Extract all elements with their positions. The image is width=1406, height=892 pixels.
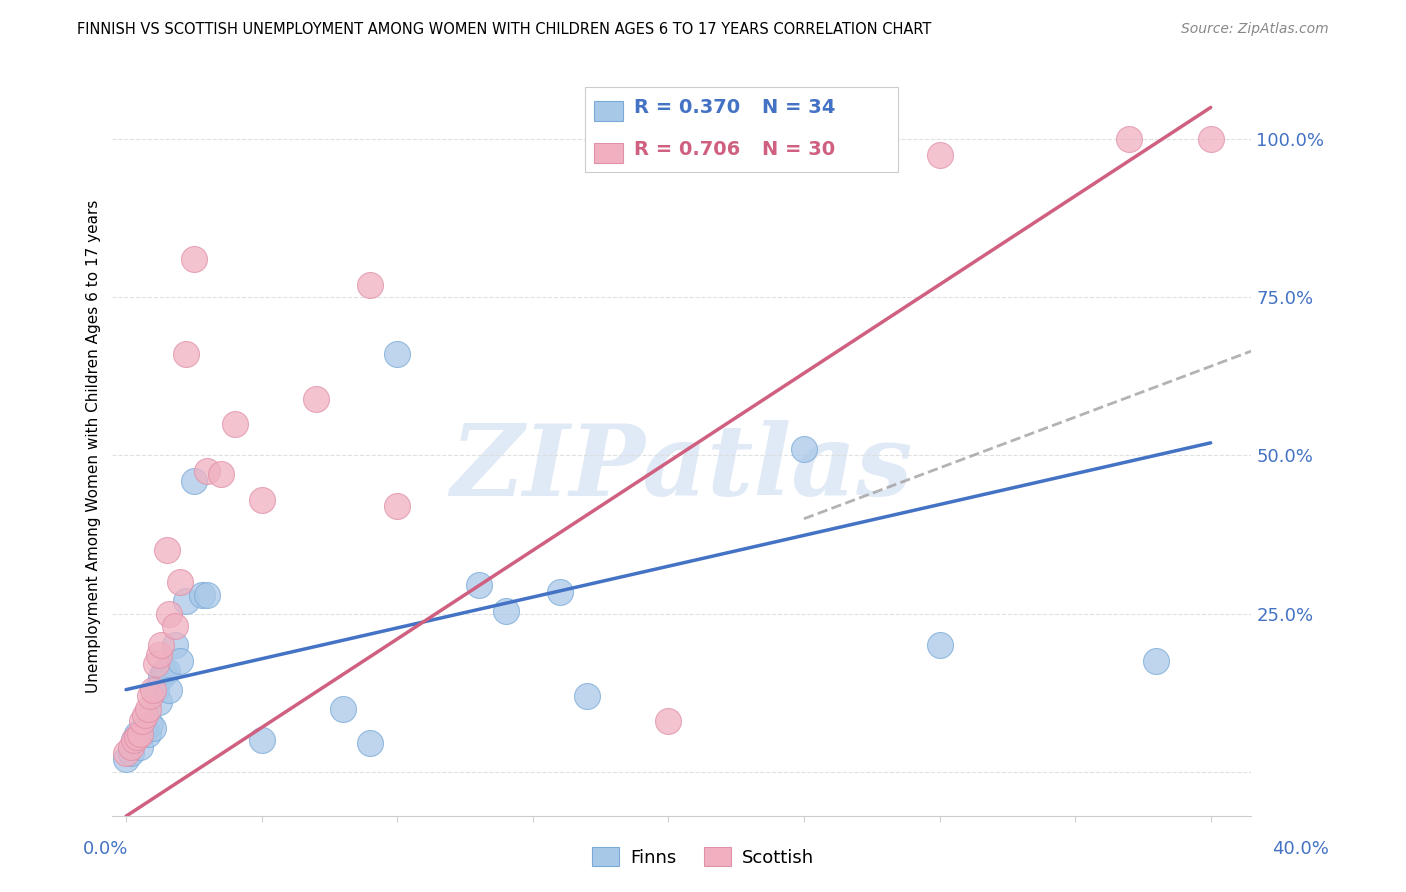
Point <box>359 277 381 292</box>
Point <box>928 148 950 162</box>
Point <box>385 347 409 361</box>
Point <box>195 464 219 478</box>
Point <box>145 657 167 672</box>
Point <box>139 689 162 703</box>
Point <box>150 670 173 684</box>
Point <box>793 442 815 457</box>
Point <box>495 603 517 617</box>
FancyBboxPatch shape <box>585 87 898 172</box>
Text: 40.0%: 40.0% <box>1272 840 1329 858</box>
Point <box>131 714 153 729</box>
Point <box>148 648 170 662</box>
Point <box>928 638 950 652</box>
Point <box>128 739 150 754</box>
Point <box>139 717 162 731</box>
Point <box>250 492 273 507</box>
Point <box>148 695 170 709</box>
Point <box>183 252 205 267</box>
Point <box>142 721 165 735</box>
Point <box>174 594 197 608</box>
Text: 0.0%: 0.0% <box>83 840 128 858</box>
Point <box>128 727 150 741</box>
Point <box>134 707 156 722</box>
Point <box>136 701 159 715</box>
Point <box>305 392 328 406</box>
Point <box>142 682 165 697</box>
Point <box>159 682 180 697</box>
Legend: Finns, Scottish: Finns, Scottish <box>585 840 821 874</box>
Point <box>209 467 232 482</box>
Point <box>548 584 571 599</box>
Text: N = 30: N = 30 <box>762 140 835 160</box>
Point <box>1118 132 1140 146</box>
Point <box>657 714 679 729</box>
Point <box>125 727 148 741</box>
Point <box>156 664 179 678</box>
Text: R = 0.370: R = 0.370 <box>634 98 740 117</box>
Point <box>159 607 180 621</box>
Point <box>169 654 191 668</box>
Point <box>163 619 186 633</box>
Point <box>467 578 489 592</box>
Point <box>131 723 153 738</box>
Point <box>576 689 599 703</box>
Point <box>195 588 219 602</box>
Point <box>145 682 167 697</box>
Point <box>1199 132 1222 146</box>
FancyBboxPatch shape <box>595 101 623 121</box>
Point <box>134 721 156 735</box>
Y-axis label: Unemployment Among Women with Children Ages 6 to 17 years: Unemployment Among Women with Children A… <box>86 199 101 693</box>
Point <box>224 417 246 431</box>
Point <box>169 575 191 590</box>
Point <box>121 746 143 760</box>
Point <box>136 727 159 741</box>
Point <box>121 739 143 754</box>
Text: FINNISH VS SCOTTISH UNEMPLOYMENT AMONG WOMEN WITH CHILDREN AGES 6 TO 17 YEARS CO: FINNISH VS SCOTTISH UNEMPLOYMENT AMONG W… <box>77 22 932 37</box>
Point <box>332 701 354 715</box>
Text: Source: ZipAtlas.com: Source: ZipAtlas.com <box>1181 22 1329 37</box>
FancyBboxPatch shape <box>595 143 623 163</box>
Text: N = 34: N = 34 <box>762 98 835 117</box>
Point <box>150 638 173 652</box>
Point <box>122 733 145 747</box>
Text: ZIPatlas: ZIPatlas <box>451 420 912 516</box>
Point <box>153 664 176 678</box>
Point <box>385 499 409 513</box>
Point <box>156 543 179 558</box>
Point <box>134 723 156 738</box>
Point <box>115 752 138 766</box>
Point <box>163 638 186 652</box>
Point <box>1144 654 1167 668</box>
Point <box>250 733 273 747</box>
Point <box>359 736 381 750</box>
Text: R = 0.706: R = 0.706 <box>634 140 741 160</box>
Point <box>183 474 205 488</box>
Point <box>191 588 214 602</box>
Point <box>122 733 145 747</box>
Point <box>115 746 138 760</box>
Point <box>125 730 148 744</box>
Point <box>174 347 197 361</box>
